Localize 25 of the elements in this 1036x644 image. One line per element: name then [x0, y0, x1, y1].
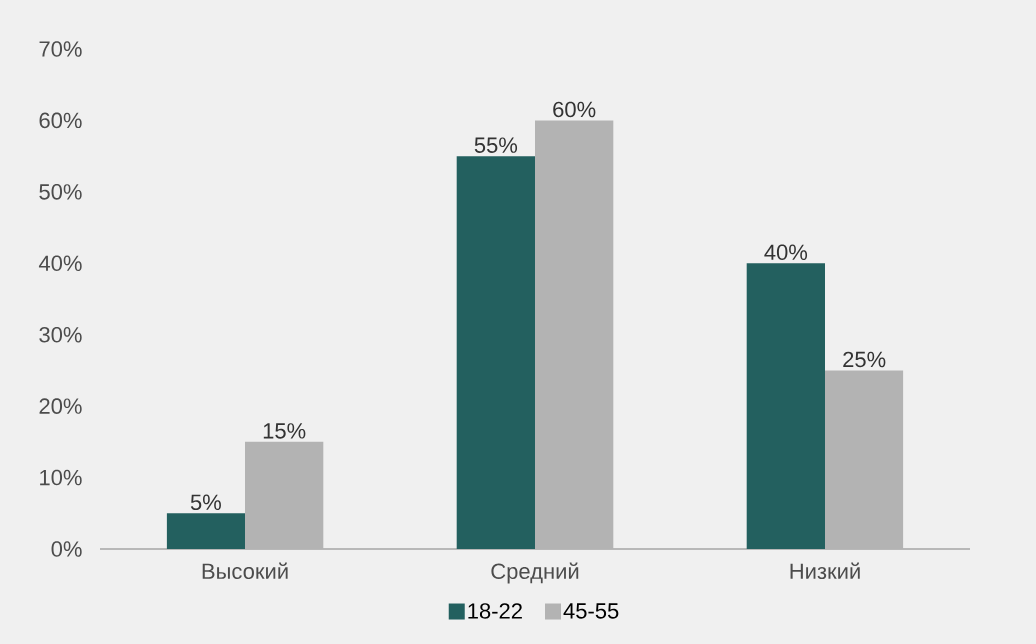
x-tick-label: Низкий — [790, 562, 860, 580]
bar — [825, 370, 904, 549]
y-tick-label: 70% — [39, 41, 82, 57]
data-label: 40% — [764, 244, 808, 261]
x-tick-label: Средний — [491, 562, 579, 584]
bar — [456, 156, 536, 549]
data-label: 15% — [263, 423, 306, 439]
data-label: 5% — [190, 494, 221, 511]
bar — [245, 441, 324, 549]
y-tick-label: 0% — [51, 541, 82, 557]
data-label: 55% — [474, 137, 518, 153]
x-tick-label: Высокий — [202, 562, 288, 580]
data-label: 25% — [843, 351, 886, 368]
y-tick-label: 40% — [38, 255, 82, 272]
y-tick-label: 10% — [40, 469, 82, 486]
bar — [166, 513, 246, 549]
y-tick-label: 60% — [39, 112, 82, 129]
y-tick-label: 50% — [39, 184, 82, 200]
legend-label: 45-55 — [563, 603, 619, 619]
y-tick-label: 20% — [39, 398, 82, 414]
data-label: 60% — [553, 101, 596, 118]
legend-label: 18-22 — [468, 603, 522, 619]
bar — [535, 120, 614, 549]
bar — [746, 263, 825, 549]
y-tick-label: 30% — [39, 326, 82, 343]
